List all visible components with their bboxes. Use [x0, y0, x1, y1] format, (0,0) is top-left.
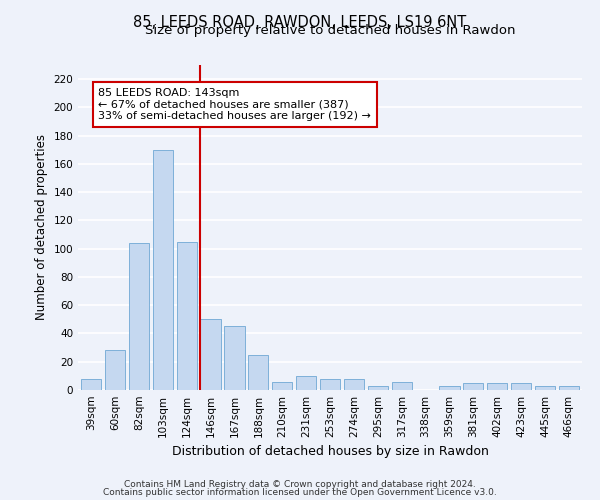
Y-axis label: Number of detached properties: Number of detached properties	[35, 134, 48, 320]
Bar	[248, 354, 268, 390]
Bar	[272, 382, 292, 390]
Bar	[368, 386, 388, 390]
Bar	[559, 386, 579, 390]
Bar	[105, 350, 125, 390]
Bar	[129, 243, 149, 390]
Bar	[463, 383, 484, 390]
Bar	[439, 386, 460, 390]
Bar	[224, 326, 245, 390]
Bar	[176, 242, 197, 390]
Bar	[487, 383, 508, 390]
Bar	[511, 383, 531, 390]
Bar	[392, 382, 412, 390]
Text: Contains public sector information licensed under the Open Government Licence v3: Contains public sector information licen…	[103, 488, 497, 497]
Bar	[320, 378, 340, 390]
Text: 85, LEEDS ROAD, RAWDON, LEEDS, LS19 6NT: 85, LEEDS ROAD, RAWDON, LEEDS, LS19 6NT	[133, 15, 467, 30]
Bar	[296, 376, 316, 390]
Bar	[535, 386, 555, 390]
Text: 85 LEEDS ROAD: 143sqm
← 67% of detached houses are smaller (387)
33% of semi-det: 85 LEEDS ROAD: 143sqm ← 67% of detached …	[98, 88, 371, 121]
X-axis label: Distribution of detached houses by size in Rawdon: Distribution of detached houses by size …	[172, 446, 488, 458]
Bar	[200, 320, 221, 390]
Bar	[81, 378, 101, 390]
Title: Size of property relative to detached houses in Rawdon: Size of property relative to detached ho…	[145, 24, 515, 38]
Bar	[152, 150, 173, 390]
Text: Contains HM Land Registry data © Crown copyright and database right 2024.: Contains HM Land Registry data © Crown c…	[124, 480, 476, 489]
Bar	[344, 378, 364, 390]
